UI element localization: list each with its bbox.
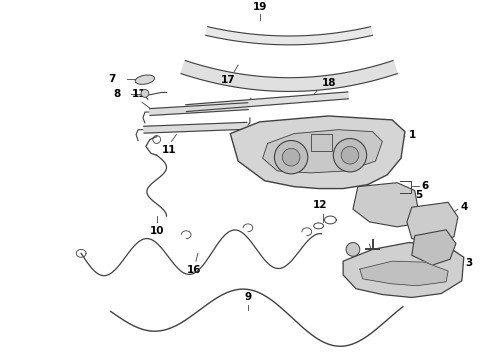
Text: 18: 18 <box>321 77 336 87</box>
Text: 14: 14 <box>426 224 441 234</box>
Text: 16: 16 <box>187 265 201 275</box>
Text: 10: 10 <box>149 226 164 236</box>
Polygon shape <box>412 230 456 265</box>
Text: 17: 17 <box>221 75 236 85</box>
Text: 12: 12 <box>313 200 328 210</box>
Text: 3: 3 <box>466 258 473 268</box>
Polygon shape <box>353 183 418 227</box>
Polygon shape <box>407 202 458 243</box>
Polygon shape <box>230 116 405 189</box>
Text: 9: 9 <box>245 292 251 302</box>
Polygon shape <box>181 60 397 91</box>
Circle shape <box>274 140 308 174</box>
Text: 11: 11 <box>162 145 177 156</box>
Text: 8: 8 <box>113 89 121 99</box>
Text: 15: 15 <box>343 267 358 277</box>
Polygon shape <box>186 92 348 112</box>
Text: 1: 1 <box>409 130 416 140</box>
Text: 4: 4 <box>461 202 468 212</box>
Polygon shape <box>206 27 372 45</box>
Circle shape <box>141 90 149 97</box>
Circle shape <box>346 243 360 256</box>
Circle shape <box>333 139 367 172</box>
Polygon shape <box>263 130 382 173</box>
Polygon shape <box>144 122 247 133</box>
Text: 13: 13 <box>372 256 387 266</box>
Text: 6: 6 <box>421 181 429 191</box>
Circle shape <box>282 148 300 166</box>
Polygon shape <box>343 243 464 297</box>
Text: 2: 2 <box>294 175 301 185</box>
FancyBboxPatch shape <box>311 134 332 151</box>
Text: 5: 5 <box>415 190 422 201</box>
Polygon shape <box>149 103 248 116</box>
Text: 7: 7 <box>108 74 116 84</box>
Text: 19: 19 <box>252 2 267 12</box>
Ellipse shape <box>135 75 155 84</box>
Text: 11: 11 <box>132 89 147 99</box>
Circle shape <box>341 147 359 164</box>
Polygon shape <box>360 261 448 286</box>
